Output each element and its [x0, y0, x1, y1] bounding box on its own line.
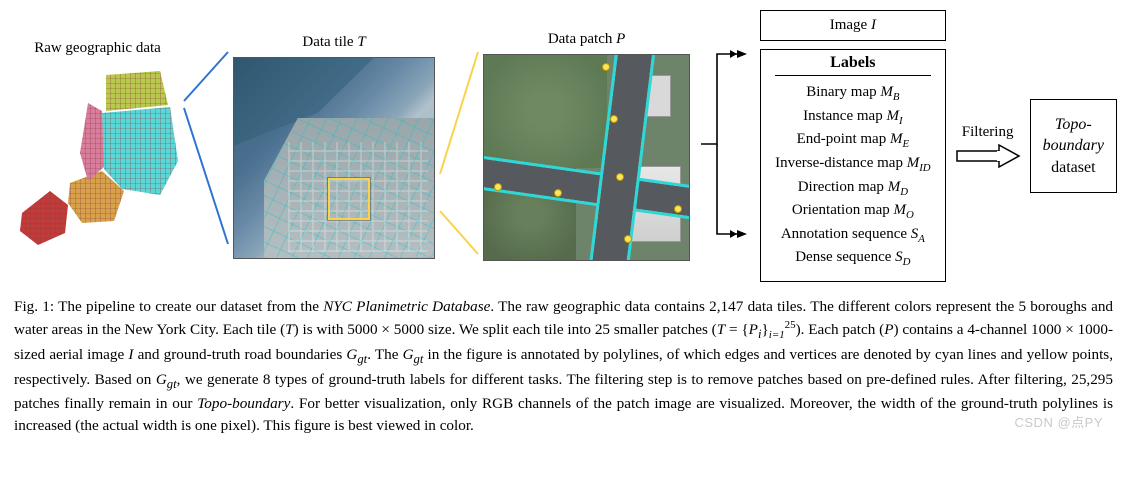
- connector-raw-to-tile: [194, 46, 224, 246]
- watermark: CSDN @点PY: [1015, 412, 1104, 431]
- image-var: I: [871, 17, 876, 33]
- connector-tile-to-patch: [444, 46, 474, 246]
- label-item: Binary map MB: [775, 82, 931, 106]
- labels-heading: Labels: [775, 54, 931, 76]
- connector-patch-to-labels: [699, 34, 751, 259]
- patch-title: Data patch P: [548, 31, 625, 48]
- tile-title: Data tile T: [302, 34, 365, 51]
- figure-pipeline: Raw geographic data: [10, 10, 1117, 282]
- tile-var: T: [357, 34, 365, 50]
- label-item: Direction map MD: [775, 177, 931, 201]
- label-item: Dense sequence SD: [775, 247, 931, 271]
- dataset-box: Topo- boundary dataset: [1030, 99, 1117, 194]
- label-item: Orientation map MO: [775, 200, 931, 224]
- raw-geo-title: Raw geographic data: [34, 40, 161, 57]
- label-item: Annotation sequence SA: [775, 224, 931, 248]
- image-box-text: Image: [830, 17, 871, 33]
- dataset-line3: dataset: [1043, 157, 1104, 179]
- dataset-line1: Topo-: [1043, 114, 1104, 136]
- patch-image: [483, 54, 690, 261]
- filtering-arrow-icon: [955, 143, 1021, 169]
- dataset-line2: boundary: [1043, 135, 1104, 157]
- raw-geo-map: [10, 63, 185, 253]
- tile-column: Data tile T: [233, 34, 435, 259]
- label-item: Inverse-distance map MID: [775, 153, 931, 177]
- patch-var: P: [616, 31, 625, 47]
- patch-column: Data patch P: [483, 31, 690, 261]
- output-boxes: Image I Labels Binary map MBInstance map…: [760, 10, 946, 282]
- label-item: Instance map MI: [775, 106, 931, 130]
- label-item: End-point map ME: [775, 129, 931, 153]
- labels-box: Labels Binary map MBInstance map MIEnd-p…: [760, 49, 946, 282]
- labels-list: Binary map MBInstance map MIEnd-point ma…: [775, 82, 931, 271]
- image-box: Image I: [760, 10, 946, 41]
- tile-title-text: Data tile: [302, 34, 357, 50]
- raw-geo-column: Raw geographic data: [10, 40, 185, 253]
- filtering-label: Filtering: [962, 124, 1014, 141]
- patch-title-text: Data patch: [548, 31, 616, 47]
- figure-caption: Fig. 1: The pipeline to create our datas…: [10, 296, 1117, 437]
- tile-patch-highlight: [328, 178, 370, 220]
- filtering-column: Filtering: [955, 124, 1021, 169]
- tile-image: [233, 57, 435, 259]
